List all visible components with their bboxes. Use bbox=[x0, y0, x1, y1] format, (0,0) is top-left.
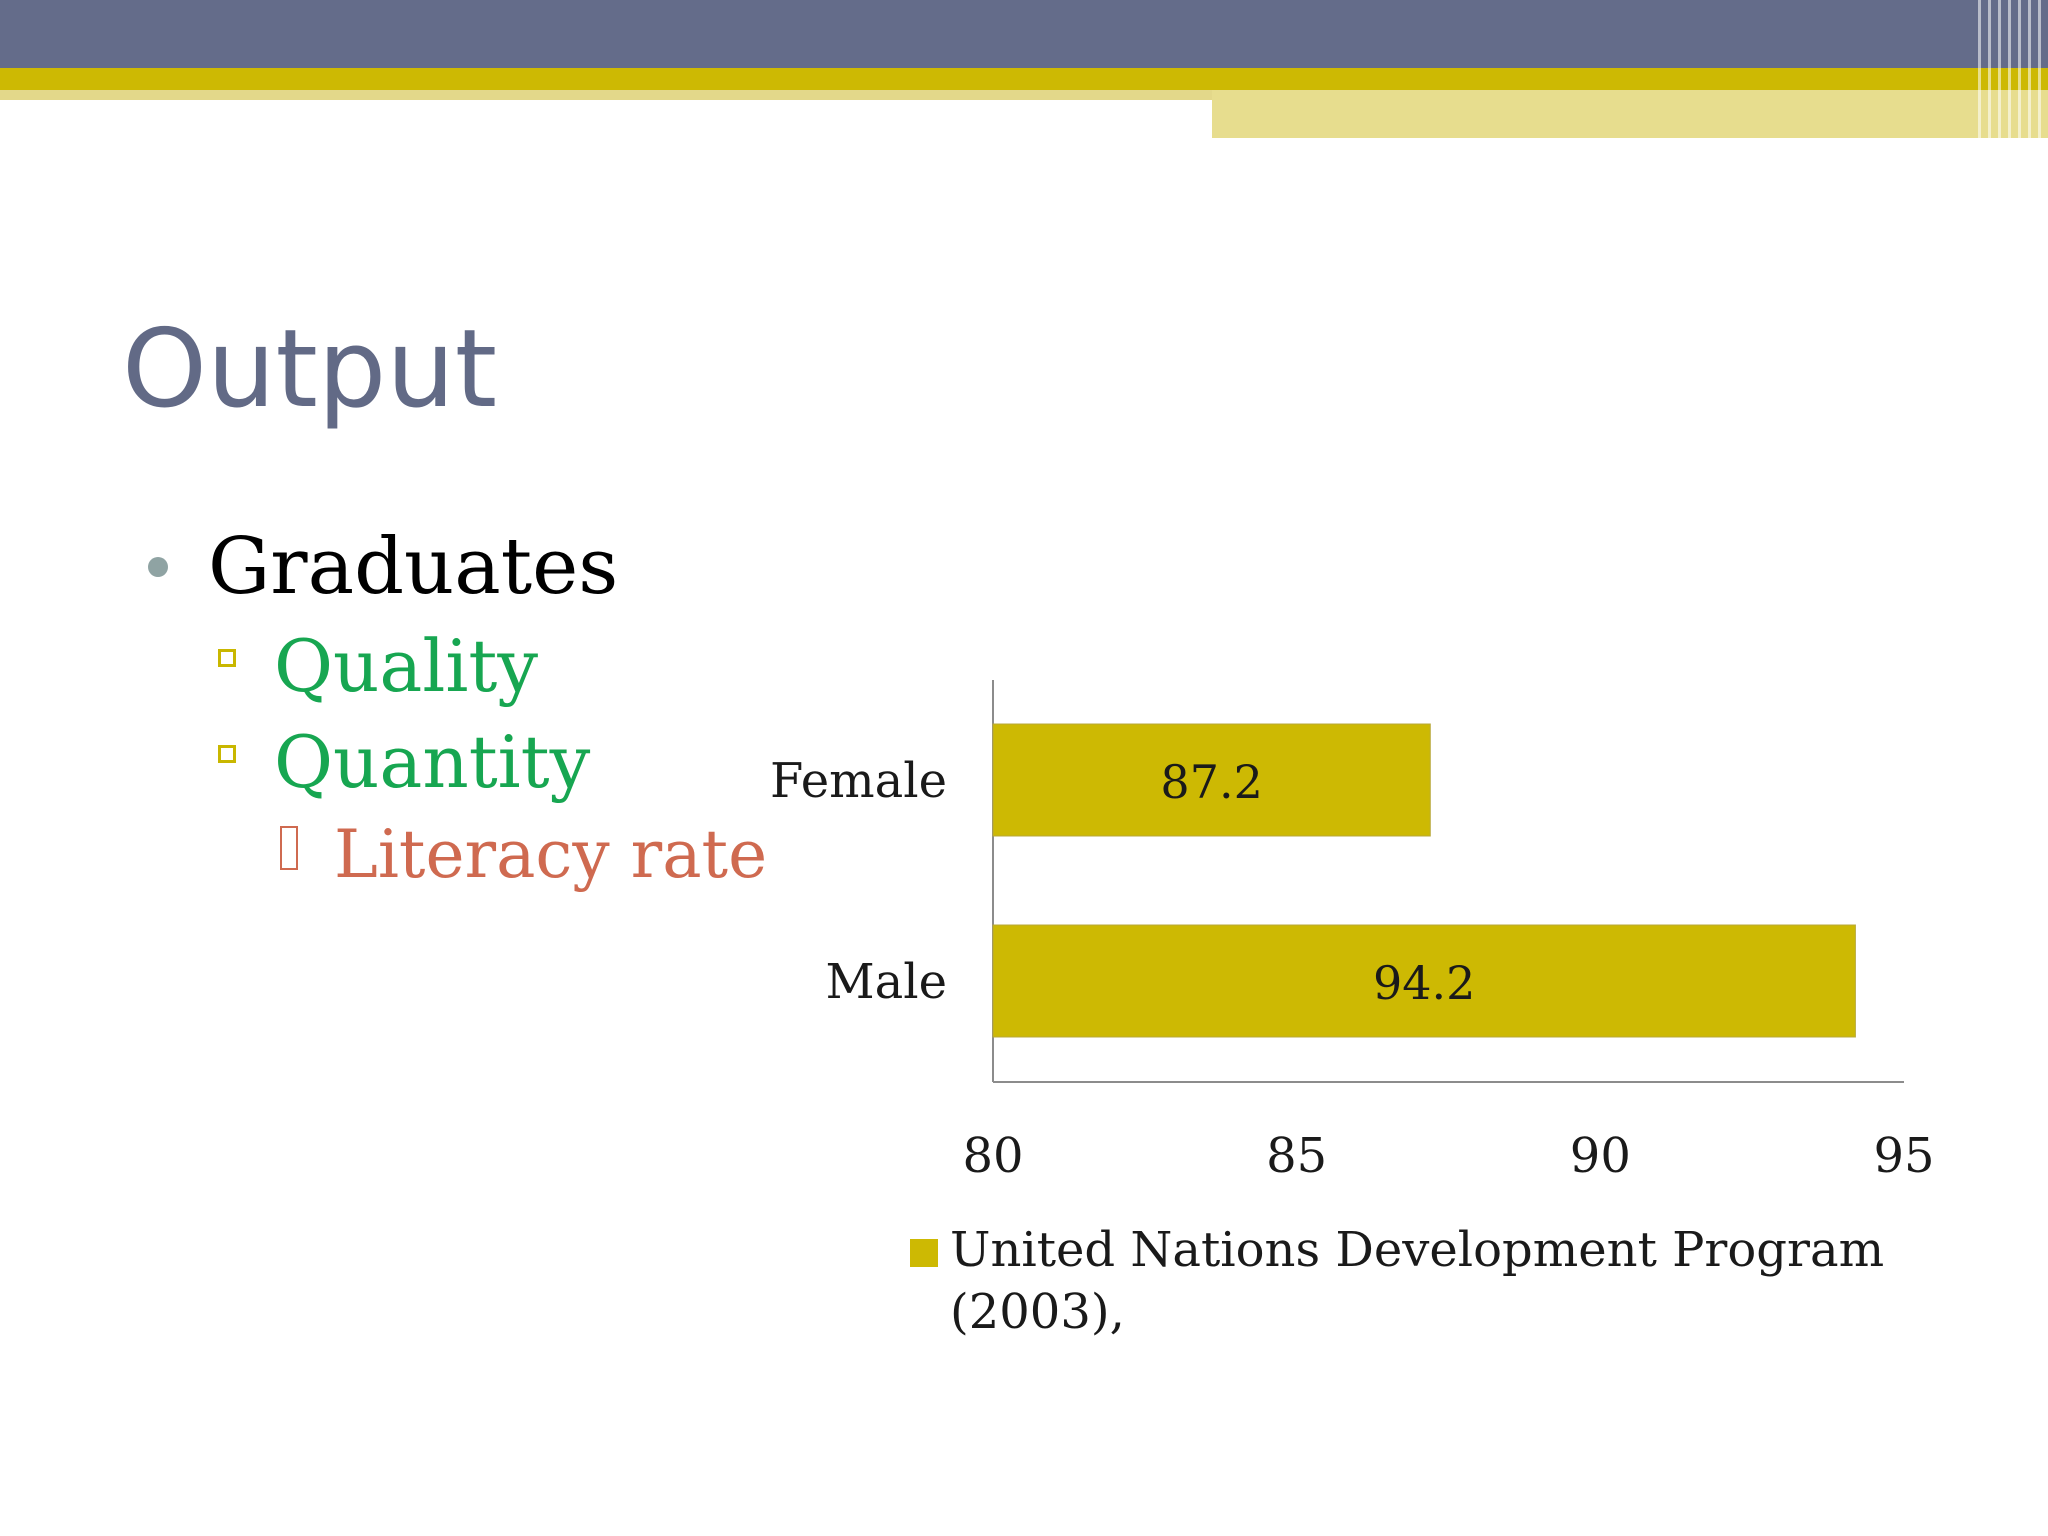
x-tick-label: 85 bbox=[1266, 1128, 1327, 1184]
bullet-quality: Quality bbox=[274, 624, 538, 708]
legend-swatch bbox=[910, 1239, 938, 1267]
bullet-level2-quality: Quality bbox=[218, 630, 538, 702]
bullet-dot-icon bbox=[148, 556, 168, 577]
data-label-male: 94.2 bbox=[1373, 956, 1475, 1010]
header-pale-band-right bbox=[1212, 90, 2048, 138]
data-label-female: 87.2 bbox=[1160, 755, 1262, 809]
x-tick-label: 90 bbox=[1570, 1128, 1631, 1184]
bullet-square-icon bbox=[218, 745, 236, 763]
header-accent-band bbox=[0, 68, 2048, 90]
x-tick-label: 95 bbox=[1873, 1128, 1934, 1184]
bullet-level1: Graduates bbox=[148, 528, 618, 606]
header-band bbox=[0, 0, 2048, 68]
bar-female bbox=[992, 723, 1431, 837]
bullet-level2-quantity: Quantity bbox=[218, 726, 590, 798]
bullet-level3-literacy: Literacy rate bbox=[280, 822, 767, 888]
header-stripes bbox=[1978, 0, 2048, 138]
bullet-literacy-rate: Literacy rate bbox=[334, 816, 768, 893]
legend-entry-line1: United Nations Development Program bbox=[950, 1222, 1884, 1278]
bullet-graduates: Graduates bbox=[208, 522, 619, 612]
category-label-female: Female bbox=[770, 753, 947, 809]
category-label-male: Male bbox=[825, 954, 947, 1010]
bullet-square-icon bbox=[218, 649, 236, 667]
bullet-quantity: Quantity bbox=[274, 720, 591, 804]
header-pale-band-left bbox=[0, 90, 1212, 100]
x-tick-label: 80 bbox=[962, 1128, 1023, 1184]
legend-entry-line2: (2003), bbox=[950, 1284, 1125, 1340]
bullet-box-glyph-icon bbox=[280, 826, 298, 870]
bar-male bbox=[992, 924, 1856, 1038]
slide-title: Output bbox=[122, 307, 498, 432]
